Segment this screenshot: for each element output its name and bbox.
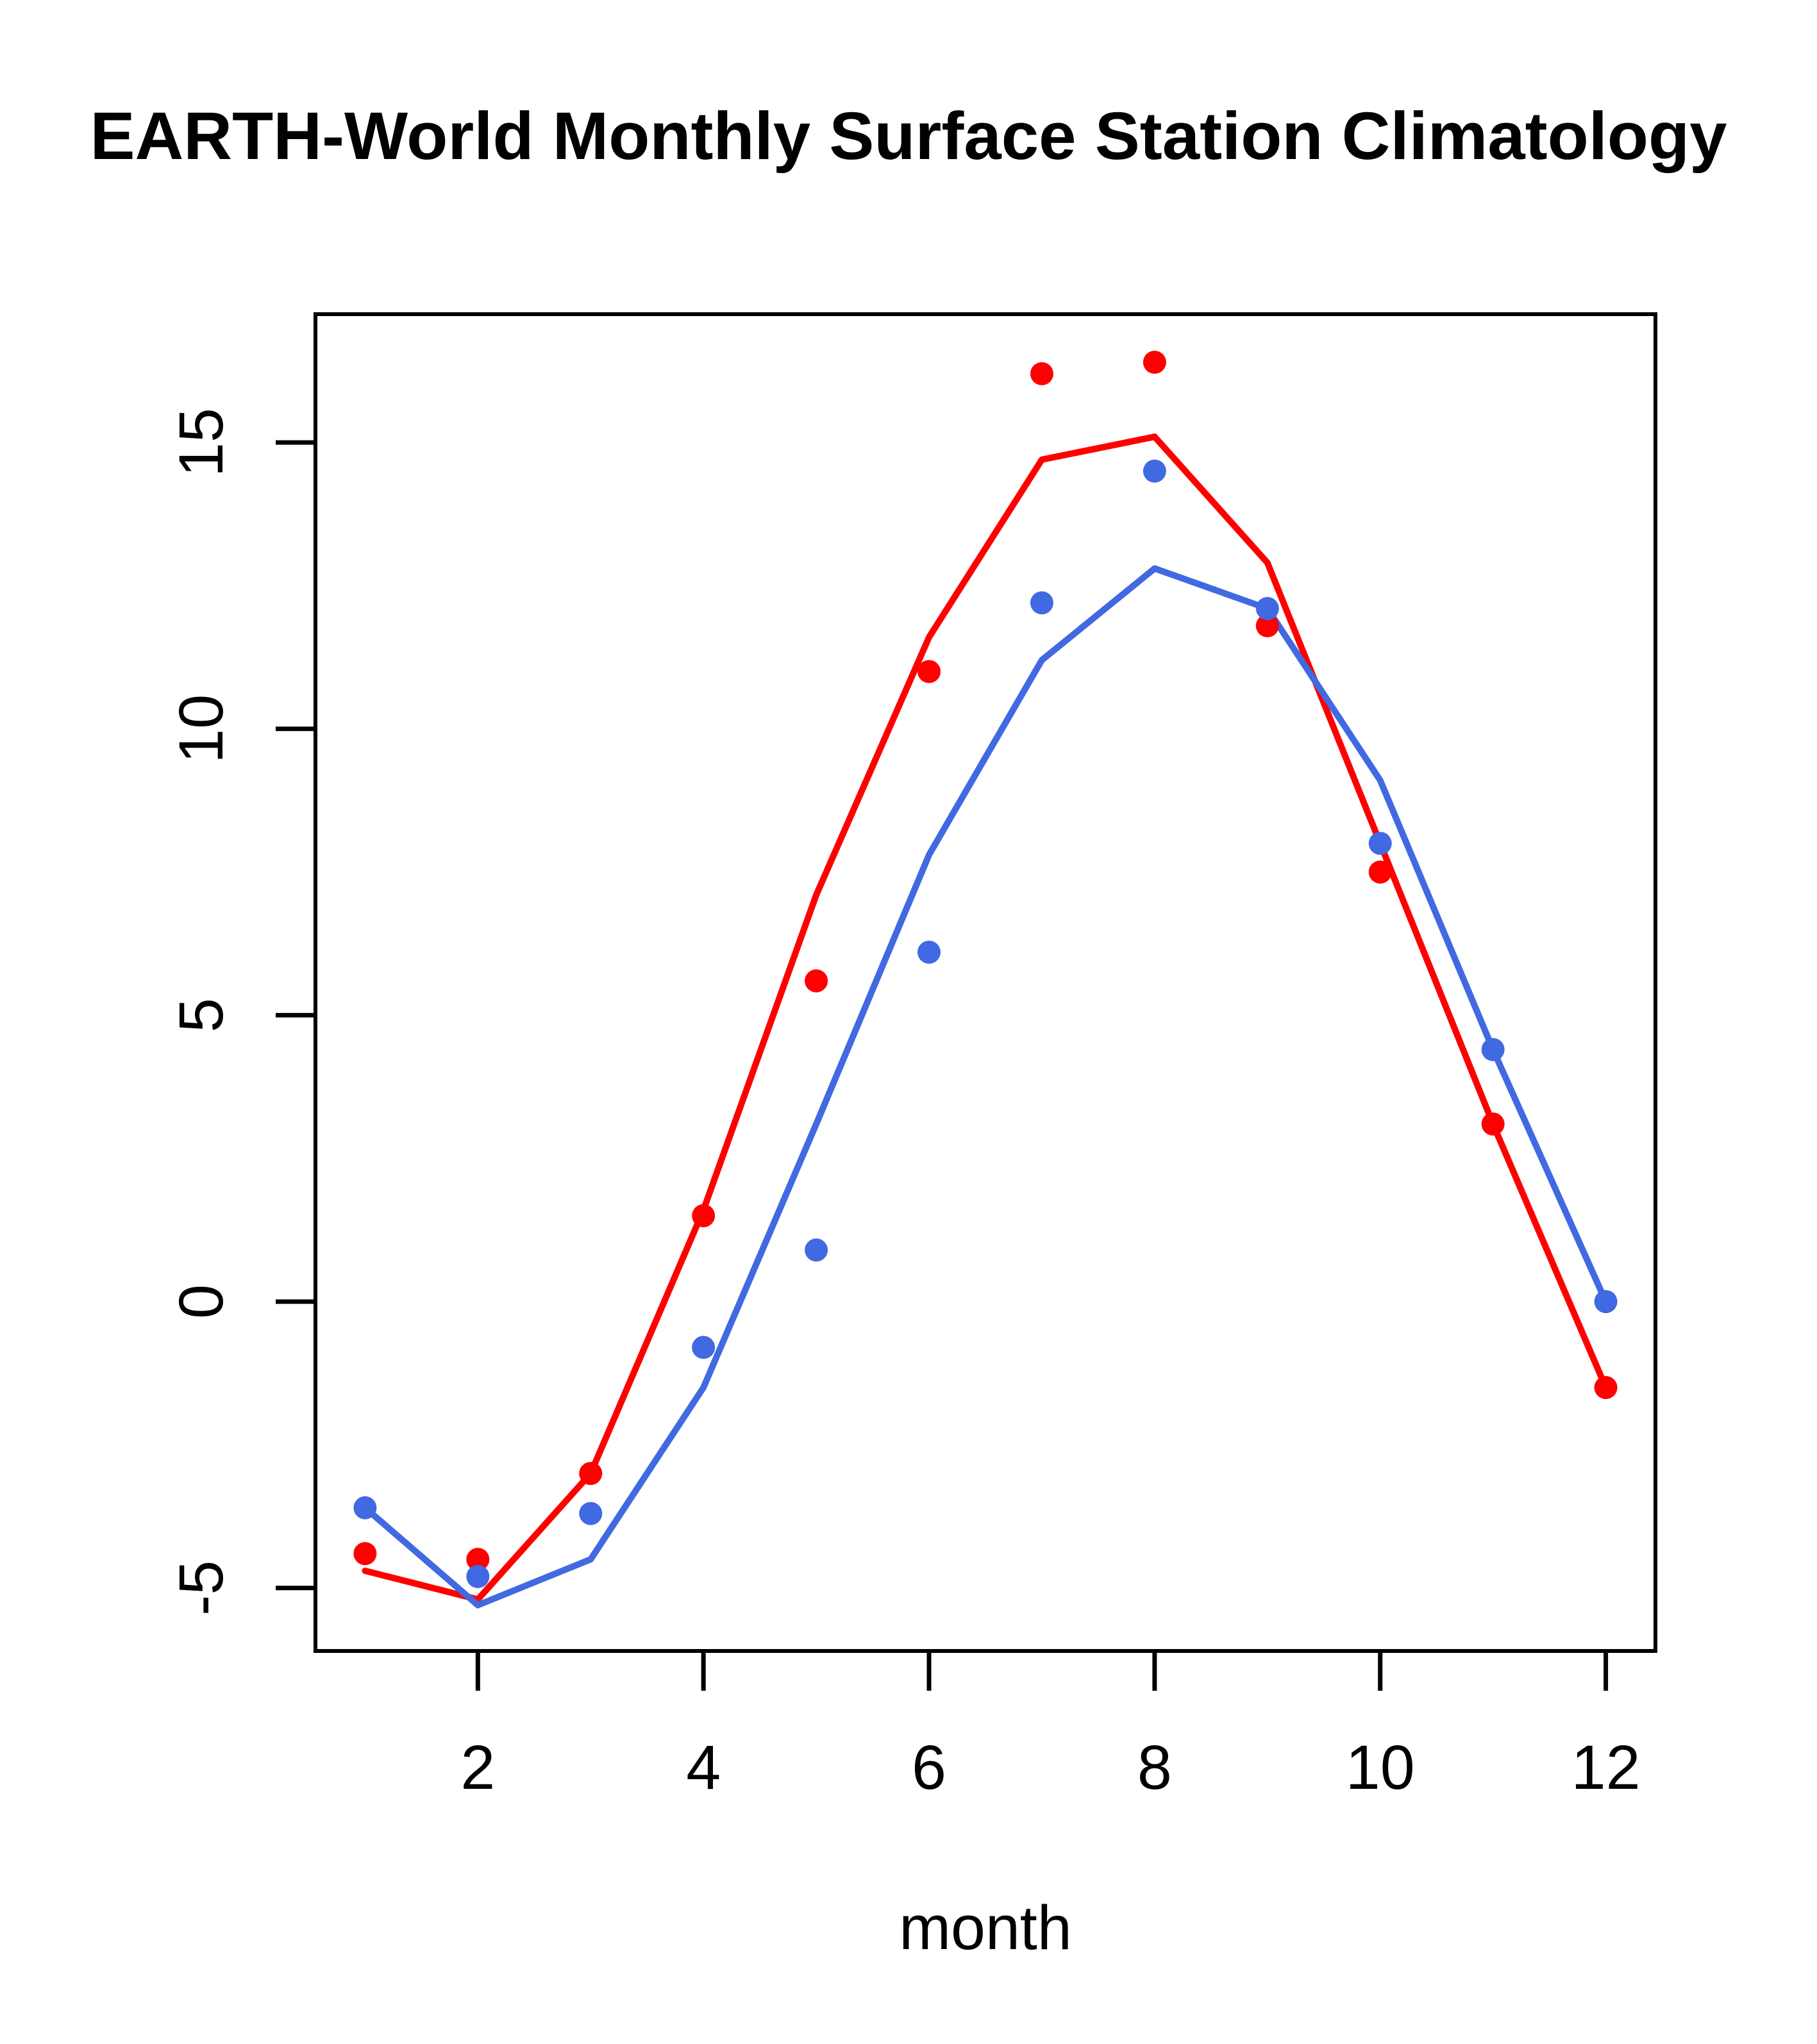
x-axis-tick-label: 10 [1346,1732,1415,1802]
blue-fit-line [362,565,1609,1609]
red-points-marker [805,969,828,993]
red-points-marker [1368,860,1392,884]
x-axis-title: month [899,1893,1072,1963]
blue-points-marker [353,1496,377,1520]
x-axis-tick-label: 4 [686,1732,721,1802]
blue-points-marker [1143,459,1166,483]
red-fit-line [362,433,1609,1603]
blue-points-marker [1255,597,1279,621]
blue-points-marker [917,941,941,964]
blue-points-marker [692,1336,716,1359]
y-axis-tick-label: 0 [166,1284,236,1319]
blue-points-marker [1481,1038,1505,1062]
blue-points-marker [466,1564,490,1588]
x-axis-tick-label: 12 [1571,1732,1641,1802]
red-points-marker [917,660,941,683]
red-points-marker [1255,614,1279,637]
y-axis-tick-label: 15 [166,408,236,477]
y-axis-tick-label: -5 [166,1561,236,1616]
red-points-marker [1030,362,1053,385]
y-axis-tick-label: 5 [166,998,236,1032]
red-points-marker [466,1548,490,1571]
blue-points-marker [1594,1290,1618,1314]
blue-points-marker [1368,832,1392,855]
x-axis-tick-label: 6 [912,1732,946,1802]
plot-box [314,312,1657,1653]
x-axis-tick-label: 8 [1137,1732,1172,1802]
x-axis-tick-label: 2 [460,1732,495,1802]
blue-points-marker [805,1238,828,1262]
y-axis: 15 10 5 0 -5 [166,408,315,1616]
red-points-marker [692,1204,716,1228]
red-points-marker [579,1462,603,1486]
x-axis: 2 4 6 8 10 12 [460,1651,1641,1802]
red-points-marker [1594,1376,1618,1400]
red-points-marker [353,1542,377,1566]
red-points [353,351,1618,1571]
blue-points [353,459,1618,1588]
data-series-layer [353,351,1618,1609]
red-points-marker [1481,1112,1505,1136]
red-points-marker [1143,351,1166,374]
blue-points-marker [1030,591,1053,615]
blue-points-marker [579,1502,603,1525]
plot-title: EARTH-World Monthly Surface Station Clim… [90,99,1727,174]
y-axis-tick-label: 10 [166,694,236,764]
